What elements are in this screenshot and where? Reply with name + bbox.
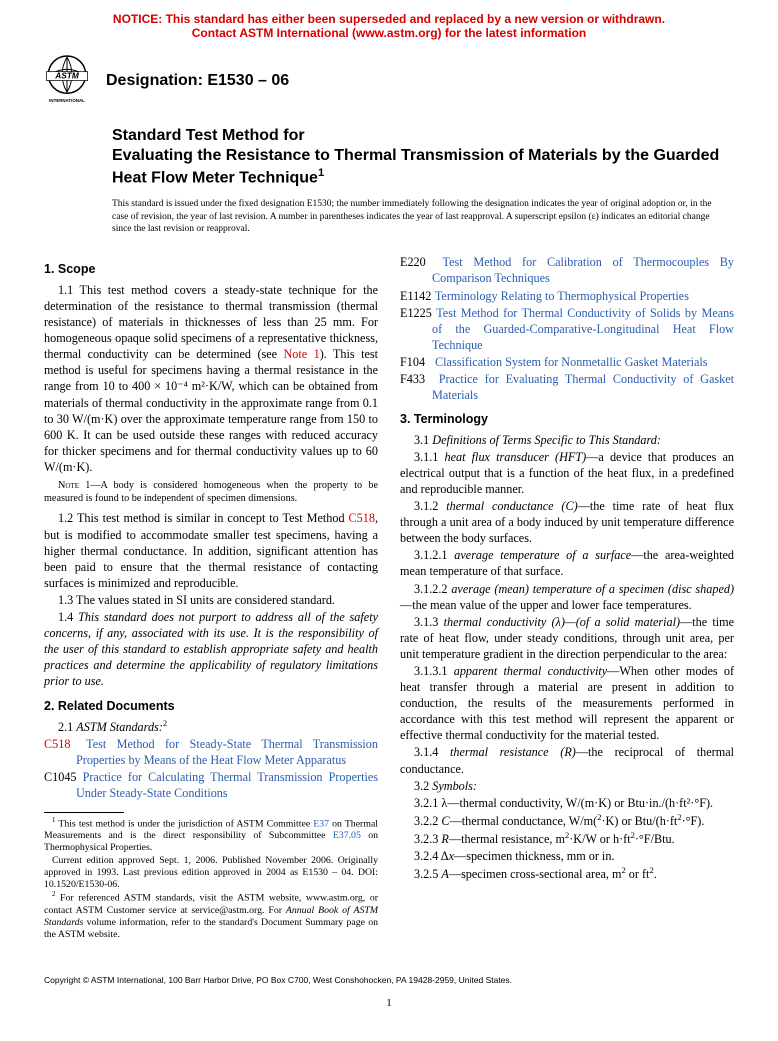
page-number: 1 [0, 989, 778, 1027]
title-prefix: Standard Test Method for [112, 126, 734, 146]
ref-code[interactable]: E1142 [400, 288, 432, 304]
scope-heading: 1. Scope [44, 261, 378, 278]
ref-f104: F104 Classification System for Nonmetall… [400, 354, 734, 370]
para-1-1: 1.1 This test method covers a steady-sta… [44, 282, 378, 475]
ref-code[interactable]: E220 [400, 254, 432, 270]
footnote-1b: Current edition approved Sept. 1, 2006. … [44, 855, 378, 892]
ref-e220: E220 Test Method for Calibration of Ther… [400, 254, 734, 286]
title-block: Standard Test Method for Evaluating the … [44, 126, 734, 188]
ref-e1225: E1225 Test Method for Thermal Conductivi… [400, 305, 734, 353]
para-3-2-5: 3.2.5 A—specimen cross-sectional area, m… [400, 865, 734, 882]
para-1-4: 1.4 This standard does not purport to ad… [44, 609, 378, 689]
ref-c518: C518 Test Method for Steady-State Therma… [44, 736, 378, 768]
para-3-2-4: 3.2.4 Δx—specimen thickness, mm or in. [400, 848, 734, 864]
para-3-1-3: 3.1.3 thermal conductivity (λ)—(of a sol… [400, 614, 734, 662]
ref-title[interactable]: Test Method for Calibration of Thermocou… [432, 255, 734, 285]
svg-text:ASTM: ASTM [54, 71, 80, 81]
footnote-2: 2 For referenced ASTM standards, visit t… [44, 891, 378, 941]
para-1-2: 1.2 This test method is similar in conce… [44, 510, 378, 590]
svg-text:INTERNATIONAL: INTERNATIONAL [49, 98, 85, 103]
note1-crossref[interactable]: Note 1 [283, 347, 319, 361]
ref-title[interactable]: Practice for Evaluating Thermal Conducti… [432, 372, 734, 402]
related-docs-heading: 2. Related Documents [44, 698, 378, 715]
ref-title[interactable]: Terminology Relating to Thermophysical P… [435, 289, 689, 303]
copyright-line: Copyright © ASTM International, 100 Barr… [0, 961, 778, 989]
designation-text: Designation: E1530 – 06 [106, 72, 289, 90]
ref-code[interactable]: C1045 [44, 769, 77, 785]
ref-code[interactable]: C518 [44, 736, 76, 752]
ref-code[interactable]: E1225 [400, 305, 432, 321]
e3705-link[interactable]: E37.05 [333, 830, 361, 841]
para-3-1-1: 3.1.1 heat flux transducer (HFT)—a devic… [400, 449, 734, 497]
para-3-1-3-1: 3.1.3.1 apparent thermal conductivity—Wh… [400, 663, 734, 743]
ref-title[interactable]: Test Method for Steady-State Thermal Tra… [76, 737, 378, 767]
para-3-1: 3.1 Definitions of Terms Specific to Thi… [400, 432, 734, 448]
para-3-1-4: 3.1.4 thermal resistance (R)—the recipro… [400, 744, 734, 776]
ref-e1142: E1142 Terminology Relating to Thermophys… [400, 288, 734, 304]
two-column-body: 1. Scope 1.1 This test method covers a s… [44, 253, 734, 941]
notice-banner: NOTICE: This standard has either been su… [0, 0, 778, 46]
para-3-2-2: 3.2.2 C—thermal conductance, W/m(2·K) or… [400, 812, 734, 829]
e37-link[interactable]: E37 [313, 818, 329, 829]
ref-title[interactable]: Practice for Calculating Thermal Transmi… [76, 770, 378, 800]
para-3-1-2-1: 3.1.2.1 average temperature of a surface… [400, 547, 734, 579]
ref-title[interactable]: Test Method for Thermal Conductivity of … [432, 306, 734, 352]
astm-logo-icon: ASTM INTERNATIONAL [40, 54, 94, 108]
para-1-3: 1.3 The values stated in SI units are co… [44, 592, 378, 608]
main-content: Standard Test Method for Evaluating the … [0, 126, 778, 961]
right-column: E220 Test Method for Calibration of Ther… [400, 253, 734, 941]
document-header: ASTM INTERNATIONAL Designation: E1530 – … [0, 46, 778, 126]
ref-f433: F433 Practice for Evaluating Thermal Con… [400, 371, 734, 403]
para-3-1-2: 3.1.2 thermal conductance (C)—the time r… [400, 498, 734, 546]
ref-code[interactable]: F433 [400, 371, 432, 387]
footnote-1: 1 This test method is under the jurisdic… [44, 817, 378, 855]
ref-code[interactable]: F104 [400, 354, 432, 370]
para-2-1: 2.1 ASTM Standards:2 [44, 718, 378, 735]
left-column: 1. Scope 1.1 This test method covers a s… [44, 253, 378, 941]
notice-line1: NOTICE: This standard has either been su… [40, 12, 738, 26]
para-3-1-2-2: 3.1.2.2 average (mean) temperature of a … [400, 581, 734, 613]
para-3-2: 3.2 Symbols: [400, 778, 734, 794]
ref-c1045: C1045 Practice for Calculating Thermal T… [44, 769, 378, 801]
issuance-note: This standard is issued under the fixed … [44, 198, 734, 235]
title-main: Evaluating the Resistance to Thermal Tra… [112, 146, 734, 188]
c518-crossref[interactable]: C518 [349, 511, 375, 525]
para-3-2-3: 3.2.3 R—thermal resistance, m2·K/W or h·… [400, 830, 734, 847]
note-1: Note 1—A body is considered homogeneous … [44, 480, 378, 506]
para-3-2-1: 3.2.1 λ—thermal conductivity, W/(m·K) or… [400, 795, 734, 811]
ref-title[interactable]: Classification System for Nonmetallic Ga… [435, 355, 707, 369]
footnote-rule [44, 812, 124, 813]
notice-line2: Contact ASTM International (www.astm.org… [40, 26, 738, 40]
terminology-heading: 3. Terminology [400, 411, 734, 428]
